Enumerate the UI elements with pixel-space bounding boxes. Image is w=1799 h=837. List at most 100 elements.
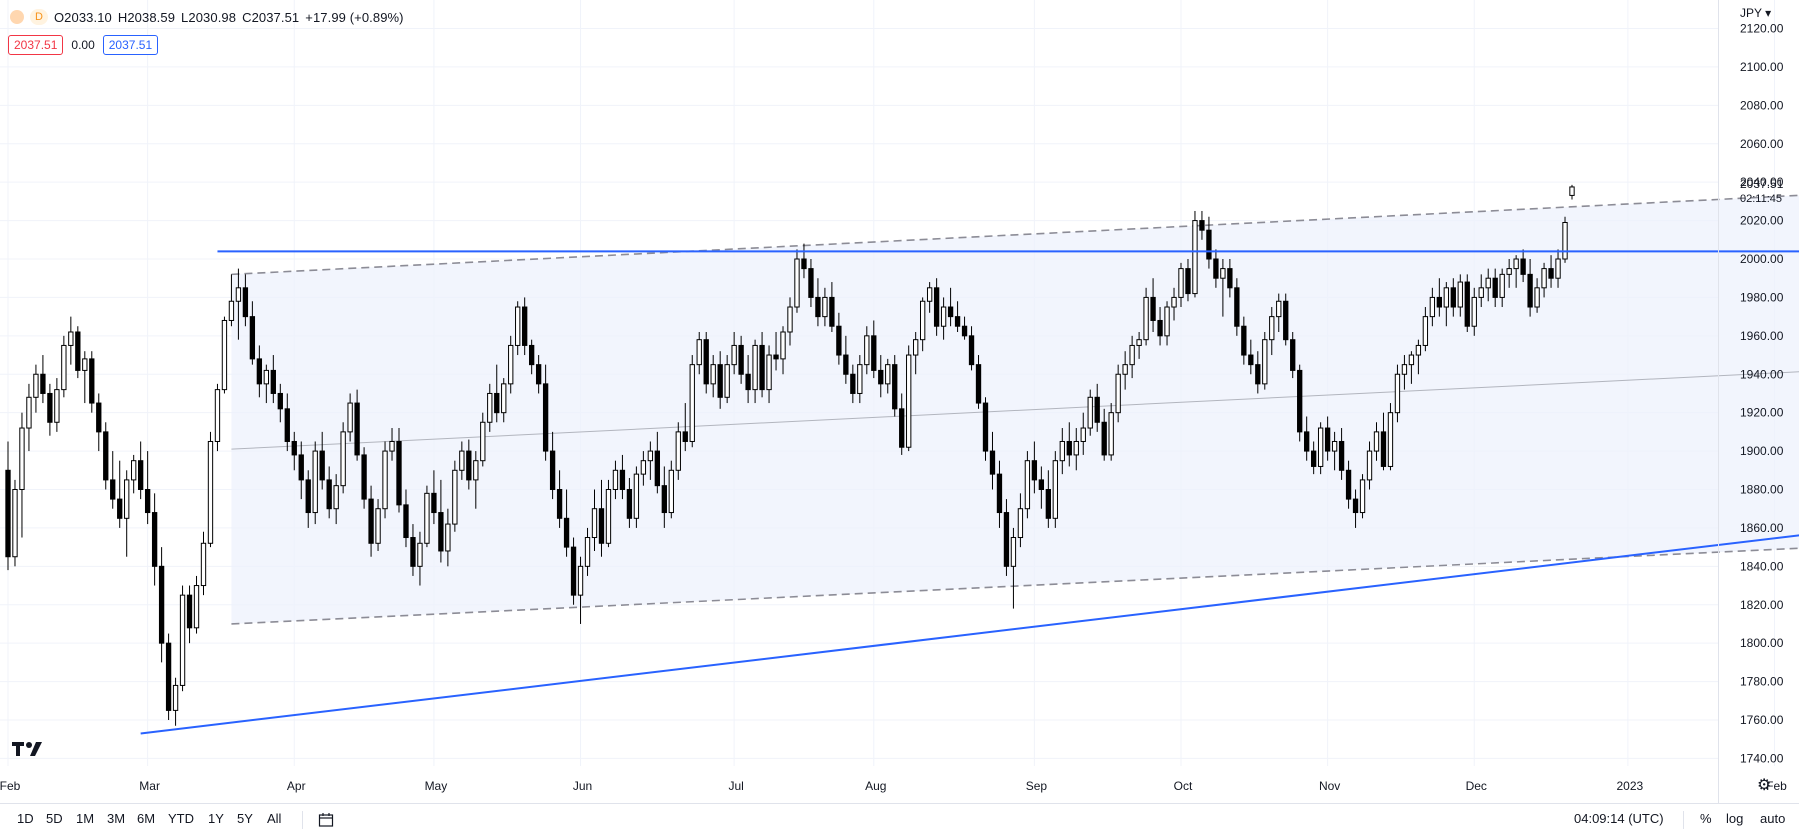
candle-body bbox=[522, 306, 528, 346]
candle bbox=[1534, 278, 1540, 313]
candle bbox=[172, 677, 179, 726]
candle-body bbox=[1534, 287, 1540, 308]
candle bbox=[759, 331, 765, 398]
candle bbox=[438, 479, 444, 563]
range-1y-button[interactable]: 1Y bbox=[208, 811, 224, 826]
candle-body bbox=[214, 389, 221, 442]
range-3m-button[interactable]: 3M bbox=[107, 811, 126, 826]
candle-body bbox=[1192, 220, 1198, 295]
candle-body bbox=[96, 402, 102, 433]
buy-price-badge[interactable]: 2037.51 bbox=[102, 35, 159, 55]
candle-body bbox=[228, 300, 235, 321]
candle bbox=[1178, 262, 1184, 308]
candle bbox=[892, 355, 898, 417]
high-value: H2038.59 bbox=[117, 9, 176, 25]
candle bbox=[605, 479, 612, 548]
candle-body bbox=[724, 364, 730, 398]
price-tick-label: 2120.00 bbox=[1740, 22, 1784, 36]
tradingview-logo-icon[interactable] bbox=[12, 740, 44, 758]
candle-body bbox=[1548, 268, 1554, 279]
date-range-icon[interactable] bbox=[318, 812, 334, 828]
candle-body bbox=[1450, 287, 1456, 308]
candle bbox=[1450, 278, 1456, 317]
candle-body bbox=[12, 489, 18, 558]
candle bbox=[1457, 274, 1463, 317]
candle bbox=[780, 326, 786, 375]
symbol-icon[interactable] bbox=[10, 10, 24, 24]
candle bbox=[54, 378, 60, 432]
candle bbox=[33, 364, 39, 413]
candle-body bbox=[110, 479, 116, 500]
price-tick-label: 1900.00 bbox=[1740, 444, 1784, 458]
candle-body bbox=[375, 508, 381, 544]
candle bbox=[1310, 441, 1317, 475]
currency-label[interactable]: JPY ▾ bbox=[1740, 6, 1772, 20]
time-tick-label: Jun bbox=[573, 779, 592, 793]
candle bbox=[843, 335, 849, 384]
candle-body bbox=[1359, 479, 1366, 514]
candle bbox=[508, 335, 514, 394]
candle-body bbox=[54, 389, 60, 423]
interval-chip[interactable]: D bbox=[30, 9, 48, 25]
candle bbox=[501, 378, 507, 423]
time-axis[interactable]: Feb Mar Apr May Jun Jul Aug Sep Oct Nov Dec 2023 Feb… bbox=[0, 779, 1799, 793]
range-1d-button[interactable]: 1D bbox=[17, 811, 34, 826]
candle-body bbox=[982, 402, 989, 452]
price-tick-label: 1840.00 bbox=[1740, 559, 1784, 573]
range-all-button[interactable]: All bbox=[267, 811, 282, 826]
candle bbox=[1269, 307, 1275, 356]
settings-gear-icon[interactable]: ⚙ bbox=[1757, 777, 1772, 794]
candle bbox=[1101, 408, 1107, 461]
candle-body bbox=[766, 354, 772, 391]
candle bbox=[598, 479, 605, 557]
range-5y-button[interactable]: 5Y bbox=[237, 811, 253, 826]
candle-body bbox=[1380, 431, 1387, 467]
percent-scale-button[interactable]: % bbox=[1700, 811, 1712, 826]
candle bbox=[535, 355, 542, 394]
candle bbox=[522, 297, 528, 356]
candle-body bbox=[270, 369, 276, 394]
candle bbox=[144, 451, 151, 525]
price-tick-label: 2000.00 bbox=[1740, 252, 1784, 266]
candle-body bbox=[1003, 512, 1010, 567]
candle bbox=[1150, 278, 1156, 332]
price-axis[interactable]: 1740.00 1760.00 1780.00 1800.00 1820.00 1840.… bbox=[1740, 22, 1784, 766]
candle bbox=[1471, 287, 1477, 336]
utc-clock[interactable]: 04:09:14 (UTC) bbox=[1574, 811, 1664, 826]
candle bbox=[1045, 470, 1052, 528]
candlestick-chart[interactable]: 1740.00 1760.00 1780.00 1800.00 1820.00 1840.… bbox=[0, 0, 1799, 803]
candle-body bbox=[1345, 469, 1352, 500]
candle-body bbox=[1506, 268, 1512, 275]
auto-scale-button[interactable]: auto bbox=[1760, 811, 1786, 826]
range-ytd-button[interactable]: YTD bbox=[168, 811, 194, 826]
channel-upper-line[interactable] bbox=[231, 182, 1799, 276]
candle-body bbox=[808, 268, 814, 298]
candle-body bbox=[815, 296, 821, 318]
candle-body bbox=[933, 287, 940, 327]
candle bbox=[431, 470, 437, 525]
channel-lower-line[interactable] bbox=[231, 536, 1799, 625]
range-6m-button[interactable]: 6M bbox=[137, 811, 156, 826]
candle bbox=[1359, 474, 1366, 519]
channel-mid-line[interactable] bbox=[231, 359, 1799, 450]
candle-body bbox=[563, 517, 570, 548]
candle bbox=[528, 339, 535, 375]
candle bbox=[556, 470, 563, 528]
candle bbox=[549, 431, 556, 500]
range-5d-button[interactable]: 5D bbox=[46, 811, 63, 826]
candle-body bbox=[1157, 319, 1163, 337]
candle-body bbox=[1541, 268, 1547, 289]
log-scale-button[interactable]: log bbox=[1726, 811, 1744, 826]
candle-body bbox=[1122, 364, 1128, 375]
range-1m-button[interactable]: 1M bbox=[76, 811, 95, 826]
candle bbox=[815, 278, 821, 327]
candle bbox=[1241, 316, 1247, 365]
candle-body bbox=[193, 585, 200, 629]
candle-body bbox=[424, 492, 430, 544]
support-line[interactable] bbox=[140, 499, 1799, 735]
sell-price-badge[interactable]: 2037.51 bbox=[8, 35, 64, 55]
time-tick-label: Mar bbox=[139, 779, 160, 793]
candle-body bbox=[445, 523, 451, 552]
candle-body bbox=[305, 479, 311, 514]
candle-body bbox=[1331, 440, 1338, 452]
